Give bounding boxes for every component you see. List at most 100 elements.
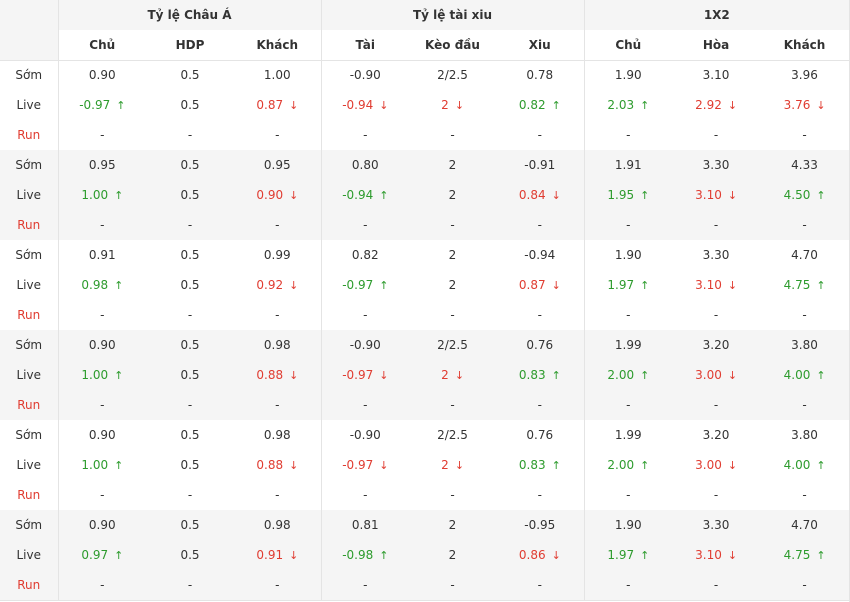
odds-cell-over: - — [320, 300, 409, 330]
odds-value: 0.83 — [518, 458, 546, 472]
arrow-up-icon: ↑ — [551, 369, 561, 382]
odds-table-body: Sớm 0.90 0.5 1.00 -0.90 2/2.5 0.78 1.90 3.10 3.96… — [0, 60, 850, 601]
odds-cell-over: -0.97 ↑ — [320, 270, 409, 300]
odds-value: 0.5 — [180, 548, 200, 562]
odds-value: 2 — [441, 458, 449, 472]
odds-value: -0.97 — [79, 98, 111, 112]
odds-value: 2 — [441, 98, 449, 112]
odds-cell-1x2-away: 4.75 ↑ — [760, 540, 850, 570]
odds-cell-1x2-away: 3.76 ↓ — [760, 90, 849, 120]
odds-value: 3.10 — [695, 548, 722, 562]
odds-cell-1x2-home: - — [583, 210, 673, 240]
arrow-up-icon: ↑ — [551, 99, 561, 112]
odds-cell-asian-home: - — [57, 390, 146, 420]
arrow-up-icon: ↑ — [640, 99, 650, 112]
arrow-down-icon: ↓ — [551, 189, 561, 202]
odds-cell-under: - — [496, 390, 585, 420]
odds-cell-asian-away: 0.87 ↓ — [234, 90, 321, 120]
odds-cell-total-line: 2 — [409, 540, 496, 570]
header-corner-sub — [0, 30, 58, 61]
odds-cell-under: 0.78 — [526, 68, 554, 83]
odds-cell-over: - — [320, 120, 409, 150]
row-label-run: Run — [0, 210, 58, 240]
odds-cell-asian-handicap: 0.5 — [146, 450, 234, 480]
odds-cell-total-line: 2/2.5 — [437, 68, 468, 83]
odds-cell-1x2-draw: 3.10 ↓ — [672, 270, 760, 300]
odds-cell-over: -0.90 — [320, 330, 409, 360]
odds-cell-asian-home: - — [57, 480, 146, 510]
odds-row-live: Live 1.00 ↑ 0.5 0.88 ↓ -0.97 ↓ 2 ↓ 0.83 ↑ 2.00 ↑ 3.00 ↓… — [0, 360, 850, 390]
odds-value: 2 — [448, 548, 457, 562]
odds-value: -0.97 — [342, 278, 374, 292]
column-header-1x2-away: Khách — [760, 30, 850, 61]
row-label-live: Live — [0, 360, 58, 390]
odds-cell-asian-away: 0.88 ↓ — [234, 360, 321, 390]
arrow-down-icon: ↓ — [727, 549, 738, 562]
odds-value: -0.94 — [342, 188, 374, 202]
odds-cell-asian-away: - — [234, 210, 321, 240]
arrow-down-icon: ↓ — [289, 189, 299, 202]
odds-cell-1x2-away: - — [760, 210, 850, 240]
odds-cell-asian-handicap: 0.5 — [180, 248, 200, 262]
odds-value: 0.98 — [81, 278, 109, 292]
arrow-down-icon: ↓ — [289, 279, 299, 292]
odds-cell-asian-handicap: 0.5 — [180, 428, 200, 442]
row-label-early: Sớm — [0, 510, 58, 540]
odds-cell-1x2-home: 1.97 ↑ — [583, 540, 673, 570]
arrow-up-icon: ↑ — [640, 459, 650, 472]
odds-value: 0.88 — [256, 458, 284, 472]
row-label-live: Live — [0, 180, 58, 210]
odds-cell-total-line: - — [409, 390, 496, 420]
odds-value: 3.00 — [695, 458, 722, 472]
arrow-up-icon: ↑ — [114, 189, 124, 202]
arrow-up-icon: ↑ — [816, 549, 826, 562]
odds-cell-under: 0.86 ↓ — [496, 540, 585, 570]
odds-value: 1.97 — [607, 548, 635, 562]
arrow-down-icon: ↓ — [454, 459, 465, 472]
odds-value: 2.00 — [607, 368, 635, 382]
odds-value: 0.5 — [180, 368, 200, 382]
odds-cell-total-line: 2 — [448, 248, 457, 262]
group-header-over-under: Tỷ lệ tài xiu — [320, 0, 585, 30]
odds-value: 3.10 — [695, 278, 722, 292]
odds-row-live: Live 0.98 ↑ 0.5 0.92 ↓ -0.97 ↑ 2 0.87 ↓ 1.97 ↑ 3.10 ↓ 4… — [0, 270, 849, 300]
odds-cell-1x2-away: 4.75 ↑ — [760, 270, 849, 300]
odds-cell-asian-home: - — [57, 210, 146, 240]
odds-cell-1x2-draw: 2.92 ↓ — [672, 90, 760, 120]
odds-cell-1x2-home: 2.00 ↑ — [583, 450, 673, 480]
odds-cell-over: -0.97 ↓ — [320, 360, 409, 390]
odds-cell-1x2-draw: 3.10 ↓ — [672, 540, 761, 570]
column-header-asian-handicap: HDP — [146, 30, 234, 61]
odds-cell-1x2-home: - — [583, 480, 673, 510]
odds-cell-asian-home: 1.00 ↑ — [57, 360, 146, 390]
odds-cell-1x2-away: - — [760, 390, 850, 420]
odds-value: 3.76 — [783, 98, 811, 112]
odds-cell-total-line: 2/2.5 — [437, 428, 468, 442]
odds-cell-total-line: 2 ↓ — [409, 450, 496, 480]
odds-cell-asian-home: - — [57, 570, 146, 601]
odds-cell-asian-handicap: - — [187, 128, 193, 142]
odds-cell-asian-away: - — [275, 308, 280, 322]
odds-cell-under: 0.82 ↑ — [496, 90, 584, 120]
odds-cell-under: 0.87 ↓ — [496, 270, 584, 300]
odds-value: 0.83 — [518, 368, 546, 382]
odds-value: 0.82 — [518, 98, 546, 112]
odds-row-early: Sớm 0.90 0.5 0.98 -0.90 2/2.5 0.76 1.99 3.20 3.80 — [0, 330, 850, 360]
arrow-down-icon: ↓ — [727, 99, 738, 112]
odds-cell-asian-away: 0.92 ↓ — [234, 270, 321, 300]
arrow-down-icon: ↓ — [454, 99, 465, 112]
odds-cell-asian-handicap: 0.5 — [146, 90, 234, 120]
odds-value: 2.03 — [607, 98, 635, 112]
odds-cell-1x2-draw: 3.30 — [672, 150, 761, 180]
odds-row-run: Run - - - - - - - - - — [0, 570, 850, 601]
odds-cell-1x2-away: 4.70 — [760, 510, 850, 540]
odds-cell-1x2-away: - — [802, 488, 807, 502]
odds-cell-total-line: 2 — [409, 180, 496, 210]
odds-cell-asian-handicap: 0.5 — [146, 360, 234, 390]
odds-value: 2 — [448, 188, 457, 202]
row-label-early: Sớm — [15, 68, 43, 83]
odds-cell-1x2-draw: - — [672, 570, 761, 601]
group-header-1x2: 1X2 — [583, 0, 850, 30]
column-header-asian-home: Chủ — [57, 30, 146, 61]
odds-cell-1x2-draw: - — [672, 390, 761, 420]
